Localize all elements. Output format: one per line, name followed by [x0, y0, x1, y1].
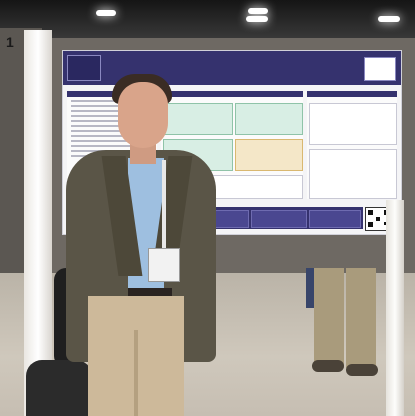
presenter-face: [118, 82, 168, 148]
ceiling-light: [248, 8, 268, 14]
bystander-shoe: [312, 360, 344, 372]
text-line: [71, 110, 153, 112]
text-line: [71, 135, 153, 137]
institution-logo-right: [364, 57, 396, 81]
footer-section: [251, 210, 307, 228]
bystander-leg: [314, 268, 344, 368]
text-line: [71, 125, 153, 127]
text-line: [71, 100, 153, 102]
ceiling-light: [246, 16, 268, 22]
figure-panel: [309, 103, 397, 145]
text-line: [71, 115, 153, 117]
board-number: 1: [6, 34, 14, 50]
footer-section: [309, 210, 361, 228]
name-badge: [148, 248, 180, 282]
ceiling: [0, 0, 415, 40]
results-table: [235, 139, 303, 171]
section-header: [161, 91, 303, 97]
lanyard: [162, 160, 166, 250]
bystander-legs: [306, 268, 386, 378]
ceiling-light: [378, 16, 400, 22]
poster-stand-pole: [386, 200, 404, 416]
institution-logo-left: [67, 55, 101, 81]
presenter-belt: [128, 288, 172, 298]
ceiling-light: [96, 10, 116, 16]
results-table: [235, 103, 303, 135]
figure-panel: [309, 149, 397, 199]
bystander-shoe: [346, 364, 378, 376]
text-line: [71, 145, 153, 147]
text-line: [71, 120, 153, 122]
pants-seam: [134, 330, 138, 416]
text-line: [71, 140, 153, 142]
poster-stand-pillar: [24, 30, 52, 416]
section-header: [307, 91, 397, 97]
text-line: [71, 130, 153, 132]
chair: [26, 360, 92, 416]
text-line: [71, 105, 153, 107]
bystander-leg: [346, 268, 376, 368]
